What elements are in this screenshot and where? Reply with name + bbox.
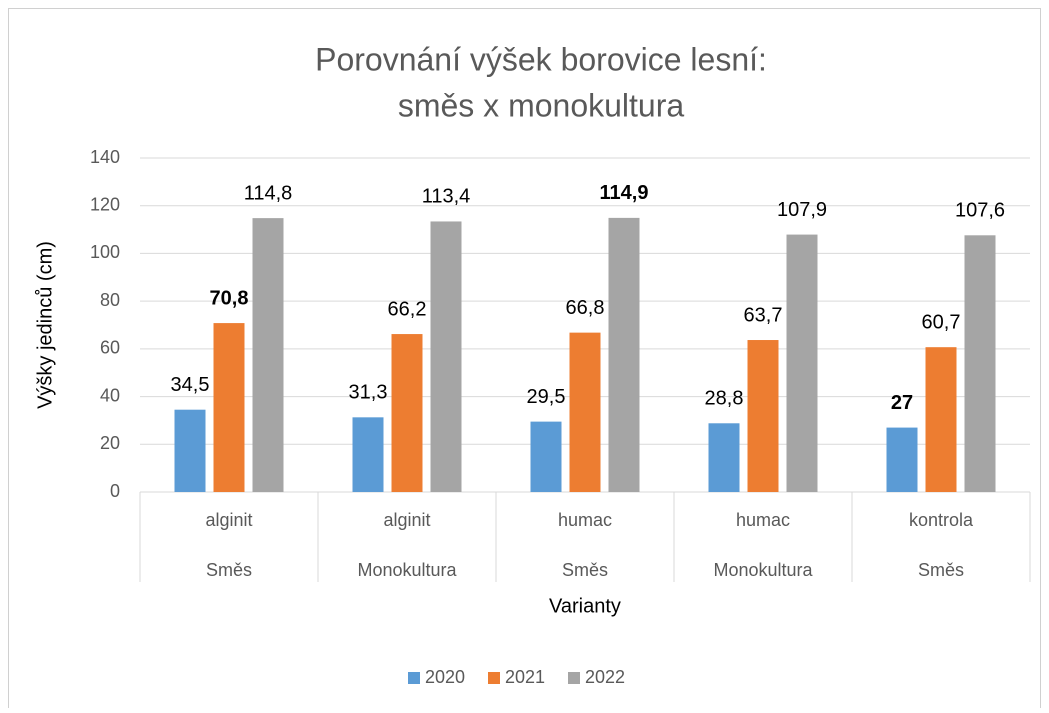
legend-label: 2022: [585, 667, 625, 687]
x-tick-label: alginit: [205, 510, 252, 530]
data-label: 114,8: [244, 182, 293, 204]
data-label: 29,5: [527, 386, 566, 408]
y-axis-title: Výšky jedinců (cm): [34, 241, 56, 409]
y-tick-label: 140: [90, 147, 120, 167]
chart-border: [8, 8, 1041, 713]
legend-label: 2021: [505, 667, 545, 687]
data-label: 114,9: [600, 182, 649, 204]
bar: [569, 332, 601, 492]
y-tick-label: 120: [90, 194, 120, 214]
data-label: 70,8: [210, 287, 249, 309]
bar: [430, 221, 462, 492]
bar: [252, 218, 284, 492]
y-tick-label: 0: [110, 481, 120, 501]
bar: [352, 417, 384, 492]
data-label: 107,9: [777, 199, 827, 221]
x-tick-label: humac: [736, 510, 790, 530]
bar: [530, 421, 562, 492]
bar: [964, 235, 996, 492]
bar: [747, 340, 779, 492]
data-label: 113,4: [422, 186, 471, 208]
y-tick-label: 20: [100, 433, 120, 453]
bar: [886, 427, 918, 492]
bar: [786, 234, 818, 492]
data-label: 34,5: [171, 374, 210, 396]
data-label: 66,2: [388, 298, 427, 320]
x-group-label: Směs: [206, 560, 252, 580]
y-tick-label: 60: [100, 338, 120, 358]
bar: [391, 334, 423, 492]
x-tick-label: kontrola: [909, 510, 974, 530]
legend-swatch: [488, 672, 500, 684]
y-tick-label: 80: [100, 290, 120, 310]
bar: [925, 347, 957, 492]
bar: [213, 323, 245, 492]
data-label: 31,3: [349, 382, 388, 404]
data-label: 60,7: [922, 311, 961, 333]
data-label: 66,8: [566, 297, 605, 319]
bar: [174, 409, 206, 492]
y-tick-label: 100: [90, 242, 120, 262]
x-group-label: Směs: [562, 560, 608, 580]
bar: [708, 423, 740, 492]
y-tick-label: 40: [100, 385, 120, 405]
bar: [608, 217, 640, 493]
data-label: 63,7: [744, 304, 783, 326]
chart-title: směs x monokultura: [398, 87, 685, 123]
data-label: 28,8: [705, 388, 744, 410]
legend-label: 2020: [425, 667, 465, 687]
x-group-label: Směs: [918, 560, 964, 580]
x-group-label: Monokultura: [357, 560, 457, 580]
chart-title: Porovnání výšek borovice lesní:: [315, 41, 767, 77]
x-tick-label: alginit: [383, 510, 430, 530]
x-group-label: Monokultura: [713, 560, 813, 580]
data-label: 107,6: [955, 200, 1005, 222]
data-label: 27: [891, 392, 913, 414]
legend-swatch: [568, 672, 580, 684]
legend-swatch: [408, 672, 420, 684]
x-tick-label: humac: [558, 510, 612, 530]
x-axis-title: Varianty: [549, 595, 621, 617]
